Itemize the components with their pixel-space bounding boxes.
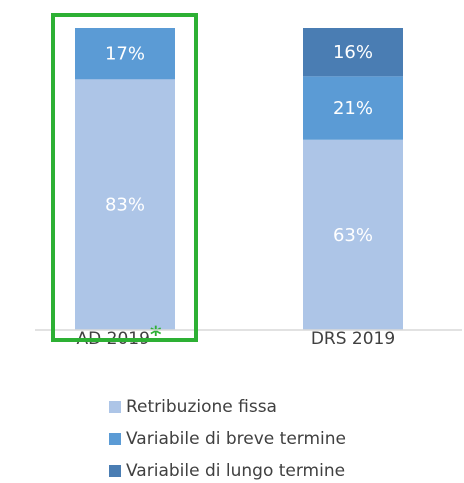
legend-label: Variabile di lungo termine <box>126 461 345 481</box>
bar-segment <box>303 28 403 77</box>
data-label: 16% <box>333 42 373 63</box>
bar-segment <box>75 28 175 80</box>
data-label: 83% <box>105 195 145 216</box>
data-label: 17% <box>105 44 145 65</box>
bar-segment <box>303 76 403 140</box>
bar-segment <box>75 79 175 330</box>
legend-label: Retribuzione fissa <box>126 397 277 417</box>
legend-swatch <box>109 401 121 413</box>
category-label: DRS 2019 <box>311 329 395 349</box>
legend-label: Variabile di breve termine <box>126 429 346 449</box>
highlight-box <box>51 13 198 342</box>
legend-swatch <box>109 433 121 445</box>
bar-segment <box>303 139 403 330</box>
data-label: 21% <box>333 98 373 119</box>
legend-swatch <box>109 465 121 477</box>
category-note: * <box>150 323 162 348</box>
data-label: 63% <box>333 225 373 246</box>
x-tick-label: DRS 2019 <box>311 329 395 349</box>
